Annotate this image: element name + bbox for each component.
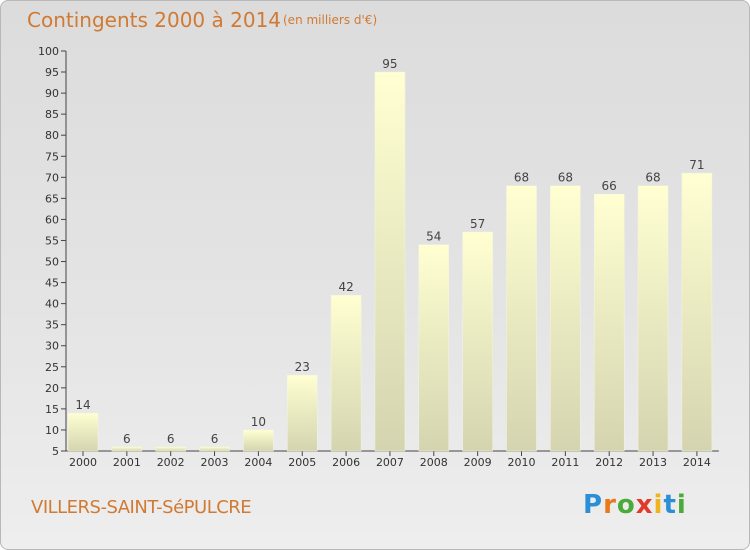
y-tick-label: 10 bbox=[45, 424, 59, 437]
y-tick-label: 30 bbox=[45, 340, 59, 353]
chart-subtitle: (en milliers d'€) bbox=[283, 13, 378, 27]
bar bbox=[111, 446, 143, 452]
data-label: 10 bbox=[251, 415, 266, 429]
y-tick-label: 20 bbox=[45, 382, 59, 395]
logo-letter: t bbox=[663, 490, 677, 520]
x-tick-label: 2013 bbox=[639, 456, 667, 469]
x-tick-label: 2014 bbox=[683, 456, 711, 469]
y-tick-label: 40 bbox=[45, 298, 59, 311]
y-tick-label: 55 bbox=[45, 234, 59, 247]
bar bbox=[462, 231, 493, 452]
x-tick-label: 2012 bbox=[595, 456, 623, 469]
y-tick-label: 85 bbox=[45, 108, 59, 121]
x-tick-label: 2006 bbox=[332, 456, 360, 469]
x-tick-label: 2000 bbox=[69, 456, 97, 469]
y-tick-label: 70 bbox=[45, 171, 59, 184]
bars-group bbox=[67, 71, 713, 452]
logo-letter: r bbox=[603, 490, 617, 520]
x-tick-label: 2002 bbox=[157, 456, 185, 469]
data-label: 54 bbox=[426, 230, 441, 244]
x-tick-label: 2004 bbox=[244, 456, 272, 469]
bar bbox=[550, 185, 581, 452]
y-axis: 5 10 15 20 25 30 35 40 45 50 55 60 65 70 75 80 85 90 95 100 bbox=[38, 45, 67, 458]
data-label: 95 bbox=[382, 57, 397, 71]
bar bbox=[418, 244, 450, 452]
bar bbox=[199, 446, 230, 452]
proxiti-logo: Proxiti bbox=[583, 490, 687, 520]
x-tick-label: 2009 bbox=[464, 456, 492, 469]
bar bbox=[681, 172, 713, 452]
bar bbox=[67, 412, 99, 452]
x-axis: 2000 2001 2002 2003 2004 2005 2006 2007 2008 2009… bbox=[66, 450, 719, 469]
logo-letter: i bbox=[676, 490, 687, 520]
x-tick-label: 2001 bbox=[113, 456, 141, 469]
x-tick-label: 2003 bbox=[201, 456, 229, 469]
y-tick-label: 90 bbox=[45, 87, 59, 100]
x-tick-label: 2005 bbox=[288, 456, 316, 469]
chart-title: Contingents 2000 à 2014 bbox=[27, 8, 282, 32]
data-label: 66 bbox=[602, 179, 617, 193]
y-tick-label: 65 bbox=[45, 192, 59, 205]
y-tick-label: 95 bbox=[45, 66, 59, 79]
logo-letter: x bbox=[635, 490, 654, 520]
data-label: 68 bbox=[645, 171, 660, 185]
data-label: 57 bbox=[470, 217, 485, 231]
y-tick-label: 50 bbox=[45, 256, 59, 269]
commune-name: VILLERS-SAINT-SéPULCRE bbox=[31, 497, 252, 518]
bar bbox=[243, 429, 274, 452]
data-label: 6 bbox=[123, 432, 131, 446]
bar bbox=[155, 446, 186, 452]
y-tick-label: 15 bbox=[45, 403, 59, 416]
logo-letter: P bbox=[583, 490, 604, 520]
y-tick-label: 80 bbox=[45, 129, 59, 142]
x-tick-label: 2008 bbox=[420, 456, 448, 469]
data-label: 14 bbox=[75, 398, 90, 412]
data-label: 42 bbox=[338, 280, 353, 294]
bar bbox=[374, 71, 406, 452]
data-label: 23 bbox=[295, 360, 310, 374]
y-tick-label: 45 bbox=[45, 277, 59, 290]
data-label: 68 bbox=[514, 171, 529, 185]
x-tick-label: 2011 bbox=[551, 456, 579, 469]
bar bbox=[637, 185, 669, 452]
y-tick-label: 60 bbox=[45, 213, 59, 226]
bar bbox=[593, 193, 625, 452]
data-label: 6 bbox=[167, 432, 175, 446]
logo-letter: o bbox=[616, 490, 636, 520]
bar bbox=[330, 294, 362, 452]
y-tick-label: 25 bbox=[45, 361, 59, 374]
logo-letter: i bbox=[653, 490, 664, 520]
bar bbox=[287, 374, 318, 452]
data-label: 6 bbox=[211, 432, 219, 446]
x-tick-label: 2010 bbox=[508, 456, 536, 469]
bar bbox=[506, 185, 537, 452]
y-tick-label: 75 bbox=[45, 150, 59, 163]
y-tick-label: 100 bbox=[38, 45, 59, 58]
x-tick-label: 2007 bbox=[376, 456, 404, 469]
data-label: 71 bbox=[689, 158, 704, 172]
data-label: 68 bbox=[558, 171, 573, 185]
y-tick-label: 5 bbox=[52, 445, 59, 458]
y-tick-label: 35 bbox=[45, 319, 59, 332]
